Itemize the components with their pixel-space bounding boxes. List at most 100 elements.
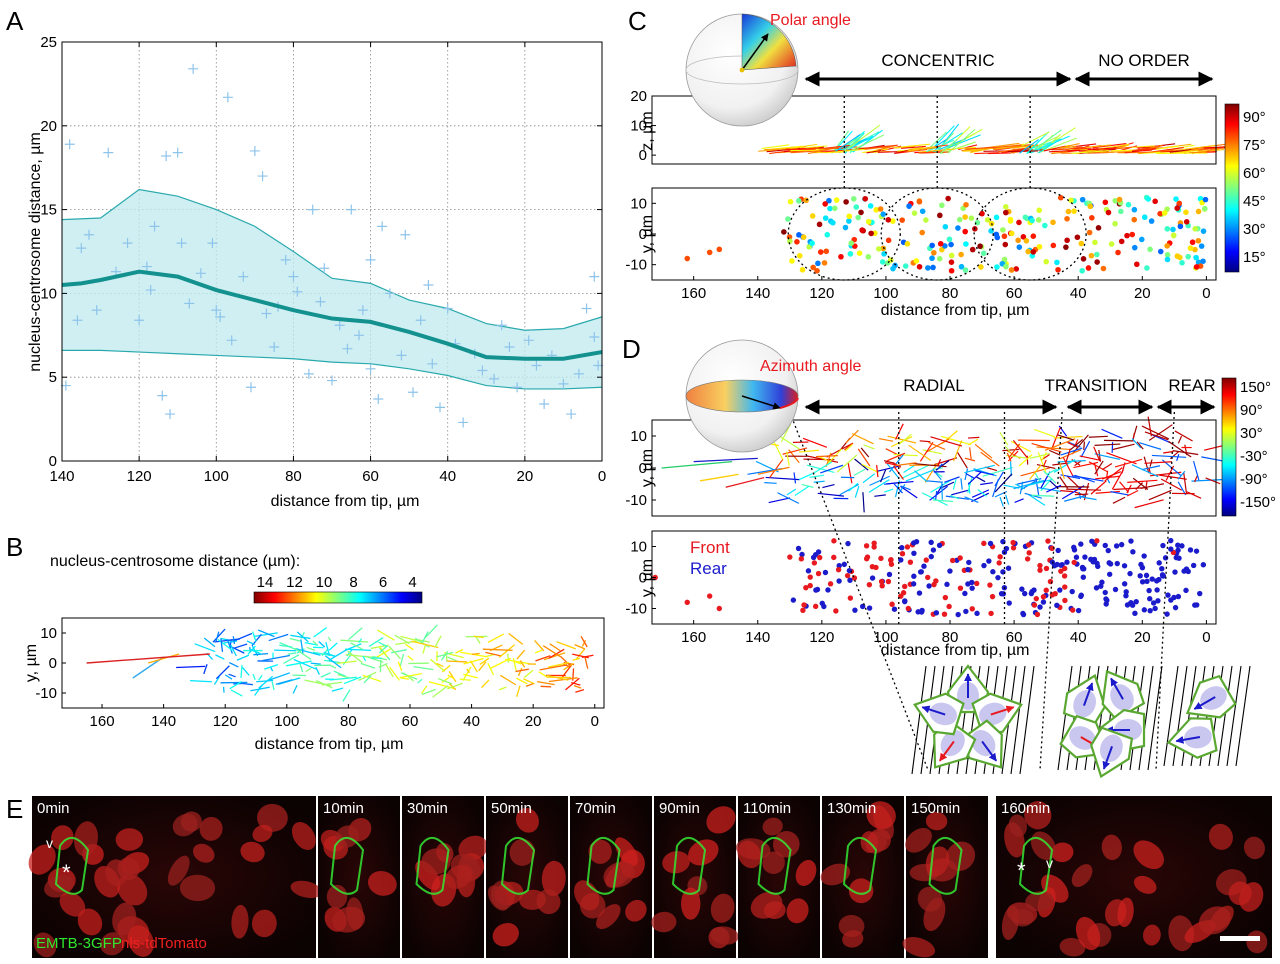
panel-c-polar-sphere <box>685 13 799 127</box>
front-dot <box>888 557 894 563</box>
arrow <box>296 631 309 643</box>
arrow <box>950 494 960 500</box>
front-dot <box>835 566 842 573</box>
front-dot <box>1040 594 1047 600</box>
scatter-dot <box>1013 266 1020 272</box>
scatter-point <box>176 238 187 249</box>
arrow <box>1106 476 1111 484</box>
arrow <box>956 451 968 469</box>
arrow <box>1079 455 1102 462</box>
arrow <box>957 146 977 150</box>
arrow <box>1046 468 1057 475</box>
scatter-dot <box>1131 216 1138 223</box>
arrow <box>405 643 414 651</box>
front-dot <box>889 601 895 607</box>
arrow <box>887 435 917 444</box>
front-dot <box>847 595 854 601</box>
region-label: TRANSITION <box>1045 376 1148 395</box>
arrow <box>266 672 291 682</box>
y-tick-label: 20 <box>630 88 647 105</box>
scatter-dot <box>994 234 1001 241</box>
frame-time-label: 130min <box>827 800 876 817</box>
arrow <box>844 134 864 152</box>
nucleus-blob <box>848 878 874 904</box>
arrow <box>875 465 901 473</box>
scatter-dot <box>858 209 864 216</box>
rear-dot <box>930 547 937 553</box>
arrow <box>440 651 449 661</box>
rear-dot <box>986 558 992 564</box>
scatter-dot <box>1000 227 1006 233</box>
arrow <box>1031 442 1062 453</box>
rear-dot <box>1099 579 1105 585</box>
scatter-dot <box>1164 226 1171 232</box>
arrow <box>293 647 312 660</box>
rear-dot <box>1055 547 1061 554</box>
arrow <box>516 649 526 660</box>
rear-dot <box>1185 568 1191 575</box>
gfp-cell <box>54 837 90 895</box>
arrow <box>318 641 326 648</box>
nucleus-blob <box>1059 937 1086 957</box>
arrow <box>417 678 423 684</box>
x-tick-label: 40 <box>1070 285 1087 302</box>
rear-dot <box>1168 546 1174 552</box>
scatter-dot <box>1164 251 1171 258</box>
front-dot <box>996 560 1002 566</box>
arrow <box>886 452 906 462</box>
arrow <box>1073 461 1099 469</box>
nucleus-blob <box>1101 834 1122 861</box>
rear-dot <box>1160 542 1166 549</box>
panel-a-xlabel: distance from tip, µm <box>271 493 420 510</box>
scatter-dot <box>1170 226 1176 233</box>
scatter-dot <box>1003 209 1009 216</box>
arrow <box>228 673 236 678</box>
timelapse-frame: 90min <box>651 796 739 958</box>
arrow <box>863 444 875 450</box>
nucleus-blob <box>105 859 128 887</box>
arrow <box>1092 143 1127 149</box>
panel-d-regions: RADIAL TRANSITION REAR <box>804 376 1216 415</box>
scatter-dot <box>1079 267 1085 274</box>
arrow <box>286 660 312 667</box>
rear-dot <box>1141 553 1147 559</box>
scatter-dot <box>1134 261 1140 268</box>
front-dot <box>923 557 929 563</box>
arrow <box>848 482 859 492</box>
arrow <box>312 640 318 646</box>
arrow <box>1048 449 1061 456</box>
arrow <box>535 655 551 662</box>
arrow <box>525 683 534 687</box>
scatter-dot <box>1086 229 1093 236</box>
arrow <box>812 461 833 475</box>
scatter-point <box>539 399 550 410</box>
scatter-dot <box>939 246 945 253</box>
scatter-dot <box>980 250 987 257</box>
scatter-dot <box>1177 254 1183 261</box>
front-dot <box>827 581 834 587</box>
arrow <box>980 482 993 486</box>
scatter-point <box>172 147 183 158</box>
arrow <box>1112 496 1126 504</box>
rear-dot <box>1175 547 1181 553</box>
x-tick-label: 20 <box>517 468 534 485</box>
rear-dot <box>1183 587 1189 594</box>
front-dot <box>885 578 892 585</box>
scatter-dot <box>822 201 828 207</box>
colorbar-tick-label: 6 <box>379 574 387 591</box>
polarity-arrow <box>1083 682 1094 706</box>
arrow <box>295 648 321 656</box>
scatter-point <box>76 243 87 254</box>
scatter-dot <box>800 234 807 240</box>
arrow <box>543 652 566 661</box>
rear-dot <box>1137 573 1143 579</box>
colorbar-tick-label: 30° <box>1243 221 1266 238</box>
panel-c-polar-angle-label: Polar angle <box>770 12 851 29</box>
scatter-point <box>215 311 226 322</box>
scatter-dot <box>1176 200 1183 207</box>
front-dot <box>1062 597 1068 604</box>
rear-dot <box>891 606 898 612</box>
arrow <box>1078 492 1082 499</box>
arrow <box>967 436 980 439</box>
nucleus-blob <box>332 906 366 933</box>
